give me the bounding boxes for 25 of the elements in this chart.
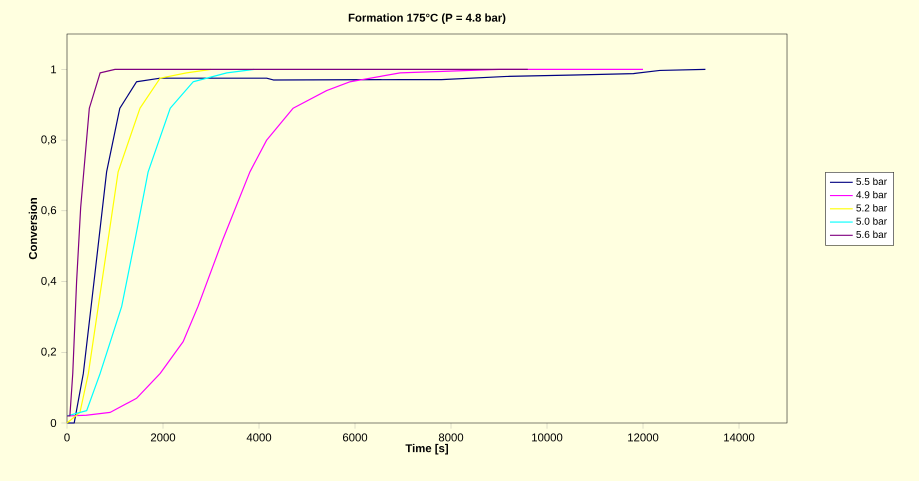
y-tick-label: 0,2: [41, 348, 56, 357]
line-series: [66, 68, 212, 424]
line-series: [66, 68, 255, 417]
x-tick-label: 12000: [628, 433, 658, 442]
y-tick-label: 0,6: [41, 206, 56, 216]
y-tick-label: 0,8: [41, 135, 56, 145]
line-series: [66, 68, 528, 417]
x-tick-label: 6000: [342, 433, 368, 442]
y-tick-label: 0: [50, 418, 56, 428]
legend-label: 5.0 bar: [856, 217, 887, 225]
y-tick-label: 1: [51, 65, 56, 74]
x-tick-label: 0: [64, 433, 70, 442]
y-tick-label: 0,4: [41, 276, 56, 286]
x-tick-label: 10000: [532, 433, 562, 442]
chart-title: Formation 175°C (P = 4.8 bar): [348, 13, 506, 24]
x-tick-label: 4000: [246, 433, 272, 442]
legend-label: 5.2 bar: [856, 204, 887, 212]
x-tick-label: 2000: [150, 433, 176, 442]
x-axis-title: Time [s]: [406, 444, 448, 454]
y-axis-title: Conversion: [28, 198, 38, 260]
legend-label: 5.5 bar: [856, 178, 887, 186]
x-tick-label: 8000: [438, 433, 464, 442]
legend-label: 5.6 bar: [856, 230, 887, 238]
legend-label: 4.9 bar: [856, 190, 887, 198]
x-tick-label: 14000: [724, 433, 754, 442]
